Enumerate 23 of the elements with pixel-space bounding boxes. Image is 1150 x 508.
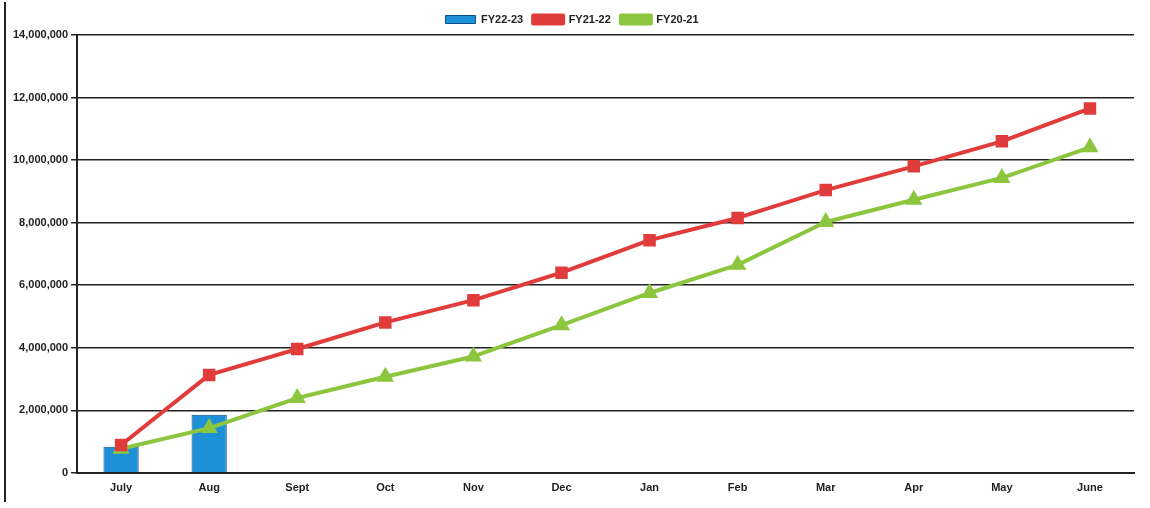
y-tick-label: 12,000,000 — [12, 90, 69, 103]
y-tick-label: 10,000,000 — [12, 153, 69, 166]
y-tick-label: 8,000,000 — [19, 215, 69, 228]
x-tick-label: July — [110, 481, 133, 494]
x-tick-label: Aug — [198, 481, 220, 494]
legend-label: FY22-23 — [480, 12, 524, 25]
x-tick-label: May — [991, 481, 1014, 494]
y-tick-label: 0 — [61, 465, 69, 478]
x-tick-label: Dec — [551, 481, 572, 494]
x-tick-label: Apr — [904, 481, 924, 494]
y-tick-label: 4,000,000 — [19, 340, 69, 353]
x-tick-label: Sept — [285, 481, 310, 494]
legend-label: FY21-22 — [568, 12, 611, 25]
y-tick-label: 6,000,000 — [19, 278, 69, 291]
x-tick-label: Nov — [463, 481, 485, 494]
x-tick-label: Feb — [727, 481, 748, 494]
y-tick-label: 14,000,000 — [12, 28, 69, 41]
y-tick-label: 2,000,000 — [19, 403, 69, 416]
x-tick-label: Mar — [815, 481, 837, 494]
x-tick-label: Jan — [640, 481, 660, 494]
x-tick-label: June — [1077, 481, 1103, 494]
legend-label: FY20-21 — [656, 12, 699, 25]
x-tick-label: Oct — [376, 481, 395, 494]
